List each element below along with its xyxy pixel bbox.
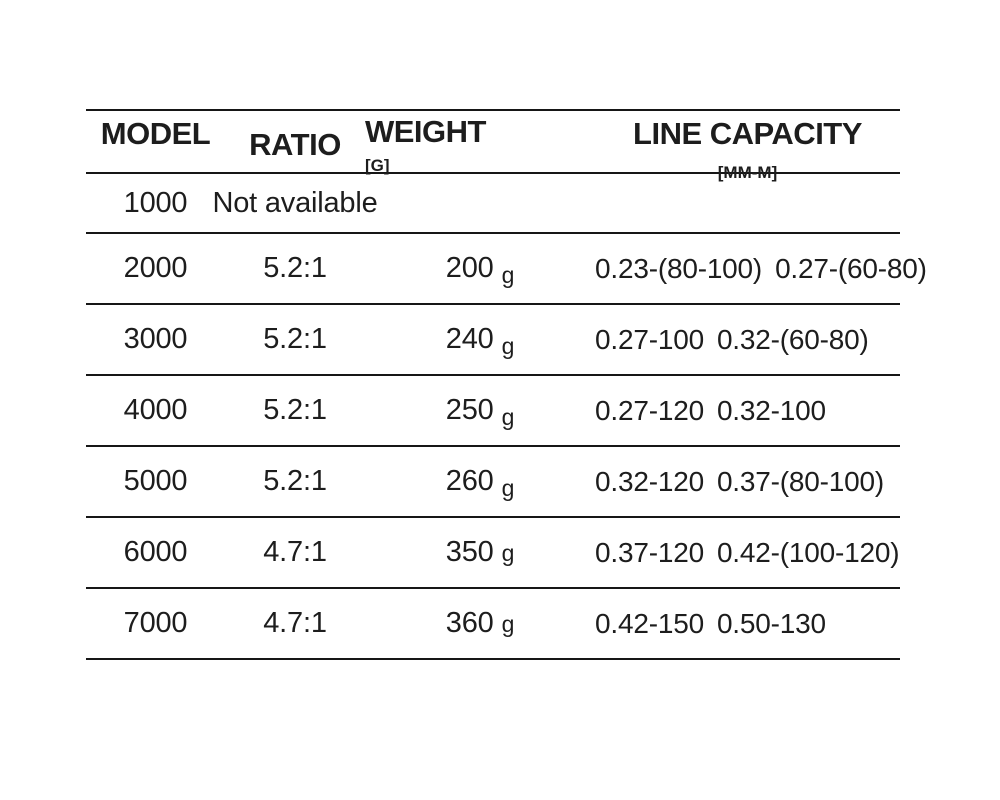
header-weight-label: WEIGHT (365, 114, 487, 149)
model-cell: 1000 (123, 186, 188, 219)
table-header-row: MODEL RATIO WEIGHT [G] LINE CAPACITY [MM… (86, 111, 900, 181)
model-cell: 5000 (123, 465, 188, 497)
ratio-cell: 5.2:1 (263, 252, 327, 284)
table-row: 7000 4.7:1 360 g 0.42-150 0.50-130 (86, 589, 900, 660)
weight-cell: 250 g (365, 394, 595, 430)
model-cell: 7000 (123, 607, 188, 639)
weight-cell: 260 g (365, 465, 595, 501)
capacity-cell: 0.32-120 0.37-(80-100) (595, 466, 900, 498)
weight-value: 200 (445, 252, 494, 284)
capacity-value-2: 0.42-(100-120) (716, 536, 900, 568)
header-line-capacity: LINE CAPACITY [MM-M] (595, 111, 900, 181)
capacity-value-1: 0.27-100 (595, 323, 704, 355)
capacity-value-2: 0.50-130 (716, 607, 826, 639)
weight-value: 240 (445, 323, 494, 355)
weight-cell: 200 g (365, 252, 595, 288)
capacity-value-1: 0.32-120 (595, 465, 704, 497)
capacity-cell: 0.27-120 0.32-100 (595, 395, 900, 427)
capacity-value-2: 0.37-(80-100) (716, 465, 884, 497)
weight-cell: 350 g (365, 536, 595, 569)
capacity-value-1: 0.27-120 (595, 394, 704, 426)
capacity-cell: 0.27-100 0.32-(60-80) (595, 324, 900, 356)
weight-value: 350 (445, 536, 494, 568)
spec-table: MODEL RATIO WEIGHT [G] LINE CAPACITY [MM… (86, 109, 927, 660)
ratio-cell: 4.7:1 (263, 607, 327, 639)
header-ratio: RATIO (225, 111, 365, 172)
table-row: 6000 4.7:1 350 g 0.37-120 0.42-(100-120) (86, 518, 900, 589)
weight-unit: g (501, 540, 515, 566)
ratio-cell: 5.2:1 (263, 394, 327, 426)
weight-unit: g (501, 404, 515, 430)
ratio-cell: Not available (212, 186, 378, 219)
header-model: MODEL (86, 111, 225, 172)
capacity-cell: 0.37-120 0.42-(100-120) (595, 537, 900, 569)
model-cell: 6000 (123, 536, 188, 568)
table-row: 3000 5.2:1 240 g 0.27-100 0.32-(60-80) (86, 305, 900, 376)
header-line-capacity-label: LINE CAPACITY (633, 116, 862, 151)
table-row: 1000 Not available (86, 174, 900, 234)
ratio-cell: 5.2:1 (263, 323, 327, 355)
weight-cell: 240 g (365, 323, 595, 359)
capacity-cell: 0.42-150 0.50-130 (595, 608, 900, 640)
table-row: 4000 5.2:1 250 g 0.27-120 0.32-100 (86, 376, 900, 447)
capacity-value-1: 0.23-(80-100) (595, 252, 763, 284)
model-cell: 4000 (123, 394, 188, 426)
table-row: 2000 5.2:1 200 g 0.23-(80-100) 0.27-(60-… (86, 234, 927, 305)
header-weight: WEIGHT [G] (365, 111, 595, 175)
weight-unit: g (501, 475, 515, 501)
header-line-capacity-sublabel: [MM-M] (717, 163, 778, 182)
model-cell: 2000 (123, 252, 188, 284)
capacity-value-2: 0.32-100 (716, 394, 826, 426)
weight-unit: g (501, 611, 515, 637)
capacity-value-1: 0.37-120 (595, 536, 704, 568)
capacity-value-2: 0.32-(60-80) (716, 323, 869, 355)
weight-unit: g (501, 262, 515, 288)
capacity-cell: 0.23-(80-100) 0.27-(60-80) (595, 252, 927, 285)
weight-unit: g (501, 333, 515, 359)
capacity-value-2: 0.27-(60-80) (775, 252, 927, 284)
model-cell: 3000 (123, 323, 188, 355)
weight-value: 260 (445, 465, 494, 497)
header-model-label: MODEL (100, 116, 211, 151)
ratio-cell: 5.2:1 (263, 465, 327, 497)
ratio-cell: 4.7:1 (263, 536, 327, 568)
weight-value: 250 (445, 394, 494, 426)
capacity-value-1: 0.42-150 (595, 607, 704, 639)
header-ratio-label: RATIO (249, 126, 341, 162)
weight-cell: 360 g (365, 607, 595, 640)
header-weight-sublabel: [G] (365, 156, 390, 175)
weight-value: 360 (445, 607, 494, 639)
table-row: 5000 5.2:1 260 g 0.32-120 0.37-(80-100) (86, 447, 900, 518)
